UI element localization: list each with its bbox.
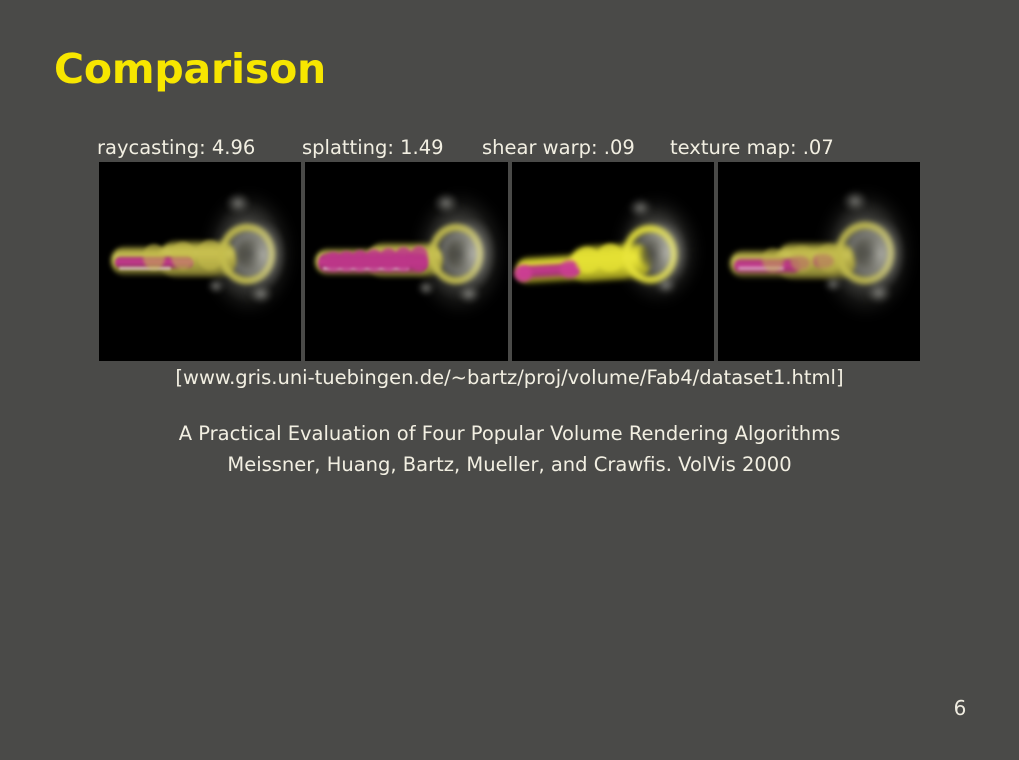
render-panel-shear-warp (511, 162, 714, 361)
timing-label-splatting: splatting: 1.49 (302, 136, 444, 159)
render-panel-strip (99, 162, 920, 361)
citation-title: A Practical Evaluation of Four Popular V… (178, 422, 841, 445)
render-panel-texture-map (717, 162, 920, 361)
raycasting-render (99, 162, 301, 361)
texture-map-render (718, 162, 920, 361)
shear-warp-render (512, 162, 714, 361)
timing-label-texture-map: texture map: .07 (670, 136, 834, 159)
citation-block: A Practical Evaluation of Four Popular V… (0, 418, 1019, 480)
page-title: Comparison (54, 45, 327, 93)
render-panel-splatting (305, 162, 508, 361)
page-number: 6 (953, 696, 967, 720)
render-panel-raycasting (99, 162, 302, 361)
splatting-render (305, 162, 508, 361)
timing-label-raycasting: raycasting: 4.96 (97, 136, 256, 159)
source-url: [www.gris.uni-tuebingen.de/~bartz/proj/v… (175, 366, 844, 389)
timing-label-shear-warp: shear warp: .09 (482, 136, 635, 159)
timing-label-row: raycasting: 4.96 splatting: 1.49 shear w… (97, 136, 921, 160)
citation-authors: Meissner, Huang, Bartz, Mueller, and Cra… (227, 453, 792, 476)
